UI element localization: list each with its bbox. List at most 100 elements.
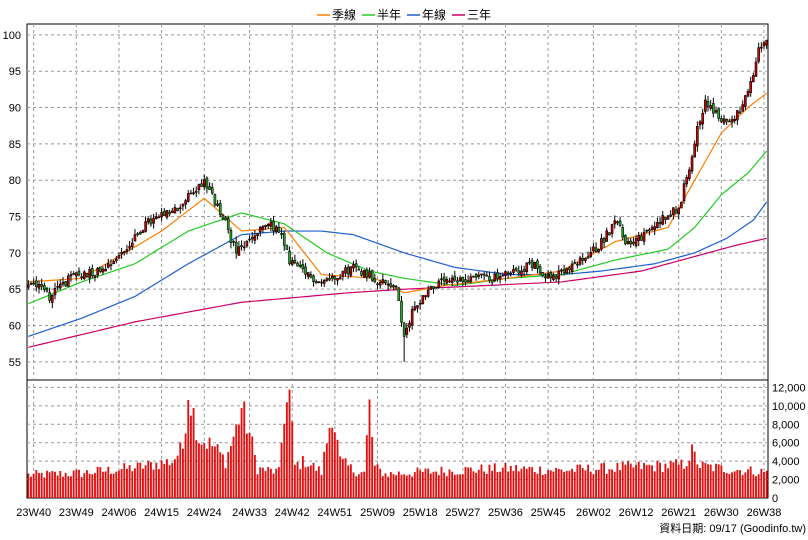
candle-body <box>578 257 582 265</box>
candle-body <box>117 255 121 259</box>
volume-bar <box>150 462 152 498</box>
candle-body <box>176 207 179 211</box>
volume-bar <box>387 476 390 498</box>
candle-body <box>186 193 190 202</box>
volume-bar <box>376 464 379 498</box>
volume-bar <box>389 472 392 498</box>
candle-body <box>133 234 137 242</box>
candle-body <box>200 183 203 187</box>
candle-body <box>101 268 105 273</box>
candle-body <box>613 220 617 225</box>
candle-body <box>216 203 219 206</box>
candle-body <box>458 277 462 282</box>
candle-body <box>421 295 425 305</box>
candle-body <box>392 285 395 288</box>
candle-body <box>717 108 720 119</box>
candle-body <box>106 263 110 268</box>
candle-body <box>282 233 286 246</box>
candle-body <box>560 269 563 272</box>
volume-bar <box>163 463 166 498</box>
volume-bar <box>704 462 707 498</box>
volume-bar <box>701 461 704 498</box>
price-tick-label: 85 <box>9 139 21 151</box>
volume-bar <box>72 470 75 498</box>
volume-bar <box>427 468 430 498</box>
volume-bar <box>339 456 342 498</box>
volume-bar <box>744 472 747 498</box>
candle-body <box>27 284 30 288</box>
candle-body <box>178 207 182 210</box>
candle-body <box>381 279 385 283</box>
candle-body <box>59 283 62 289</box>
candle-body <box>48 292 51 301</box>
volume-bar <box>317 466 320 498</box>
candle-body <box>661 215 665 225</box>
volume-bar <box>27 473 30 498</box>
x-tick-label: 26W12 <box>619 507 654 519</box>
candle-body <box>376 283 379 286</box>
volume-bar <box>656 460 659 498</box>
candle-body <box>690 156 694 172</box>
candle-body <box>669 214 673 217</box>
volume-bar <box>120 468 123 498</box>
volume-bar <box>309 465 312 498</box>
volume-bar <box>123 463 126 498</box>
candle-body <box>333 275 337 280</box>
candle-body <box>442 276 446 282</box>
candle-body <box>194 190 198 193</box>
candle-body <box>56 286 59 288</box>
volume-bar <box>267 466 270 498</box>
x-tick-label: 26W21 <box>661 507 696 519</box>
volume-bar <box>216 444 219 498</box>
candle-body <box>496 272 499 279</box>
volume-bar <box>176 455 179 498</box>
volume-bar <box>91 474 94 498</box>
candle-body <box>448 280 451 283</box>
volume-bar <box>709 464 712 498</box>
volume-bar <box>499 471 502 498</box>
volume-bar <box>677 464 680 498</box>
volume-bar <box>357 474 360 498</box>
volume-bar <box>403 474 406 498</box>
volume-bar <box>80 476 83 498</box>
volume-bar <box>459 474 462 498</box>
volume-bar <box>179 442 182 498</box>
volume-bar <box>733 471 736 498</box>
candle-body <box>701 112 704 125</box>
volume-bar <box>320 474 323 498</box>
candle-body <box>597 248 601 252</box>
candle-body <box>373 278 377 282</box>
volume-bar <box>637 461 640 498</box>
volume-bar <box>181 448 184 498</box>
candle-body <box>53 288 57 296</box>
volume-bar <box>195 440 198 498</box>
volume-bar <box>760 468 763 498</box>
candle-body <box>461 276 465 282</box>
candle-body <box>93 275 97 278</box>
candle-body <box>541 272 545 276</box>
candle-body <box>253 235 257 241</box>
volume-bar <box>155 462 158 498</box>
candle-body <box>645 229 649 232</box>
candle-body <box>482 273 486 276</box>
volume-bar <box>504 463 507 498</box>
candle-body <box>29 283 33 285</box>
candle-body <box>733 119 736 122</box>
volume-bar <box>139 462 142 498</box>
candle-body <box>538 266 542 273</box>
candle-body <box>298 264 302 267</box>
candle-body <box>437 280 441 288</box>
candle-body <box>125 249 129 253</box>
candle-body <box>650 227 654 231</box>
candle-body <box>658 221 662 225</box>
volume-bar <box>443 472 446 498</box>
candle-body <box>336 278 339 281</box>
volume-bar <box>485 473 488 498</box>
candle-body <box>360 271 363 276</box>
volume-bar <box>635 464 637 498</box>
candle-body <box>466 280 470 283</box>
volume-bar <box>648 464 651 498</box>
volume-bar <box>293 464 296 498</box>
candle-body <box>453 275 457 281</box>
ma-line-sma52 <box>28 201 768 337</box>
